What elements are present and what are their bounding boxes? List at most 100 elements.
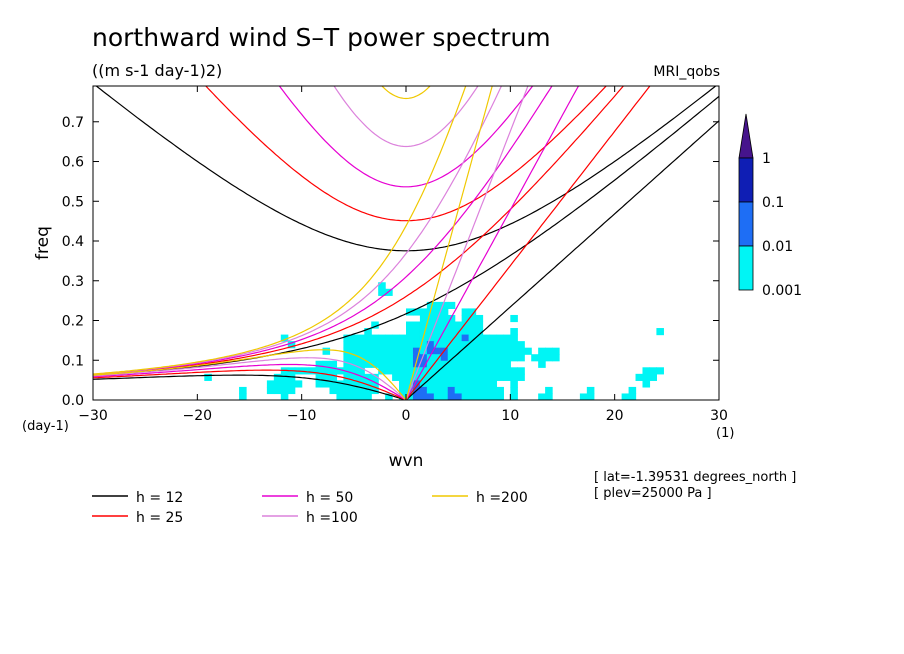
heat-cell bbox=[419, 328, 428, 336]
heat-cell bbox=[482, 373, 491, 381]
heat-cell bbox=[412, 373, 421, 381]
heat-cell bbox=[440, 328, 449, 336]
heat-cell bbox=[496, 393, 504, 400]
heat-cell bbox=[399, 341, 407, 349]
heat-cell bbox=[510, 334, 518, 342]
heat-cell bbox=[426, 301, 435, 310]
heat-cell bbox=[496, 354, 504, 362]
heat-cell bbox=[503, 334, 511, 342]
heat-cell bbox=[378, 288, 386, 296]
heat-cell bbox=[642, 367, 651, 375]
heat-cell bbox=[642, 373, 651, 381]
heat-cell bbox=[461, 393, 470, 400]
heat-cell bbox=[392, 367, 400, 375]
heat-cell bbox=[475, 334, 484, 342]
x-axis-label: wvn bbox=[389, 451, 424, 471]
colorbar-segment bbox=[738, 245, 754, 291]
heat-cell bbox=[545, 386, 553, 395]
heat-cell bbox=[412, 328, 421, 336]
heat-cell bbox=[294, 380, 303, 388]
heat-cell bbox=[468, 354, 477, 362]
x-tick-label: 20 bbox=[606, 408, 624, 424]
heat-cell bbox=[329, 360, 338, 368]
heat-cell bbox=[447, 354, 456, 362]
heat-cell bbox=[510, 354, 518, 362]
heat-cell bbox=[489, 373, 498, 381]
heat-cell bbox=[371, 360, 379, 368]
dispersion-curve bbox=[405, 86, 651, 400]
heat-cell bbox=[489, 354, 498, 362]
heat-cell bbox=[468, 341, 477, 349]
colorbar-arrow bbox=[738, 113, 754, 159]
heat-cell bbox=[586, 393, 595, 400]
heat-cell bbox=[496, 341, 504, 349]
heat-cell bbox=[440, 373, 449, 381]
heat-cell bbox=[447, 373, 456, 381]
heat-cell bbox=[461, 380, 470, 388]
heat-cell bbox=[350, 360, 358, 368]
heat-cell bbox=[322, 380, 331, 388]
heat-cell bbox=[419, 354, 428, 362]
heat-cell bbox=[586, 386, 595, 395]
heat-cell bbox=[475, 328, 484, 336]
dispersion-curve bbox=[93, 349, 407, 400]
heat-cell bbox=[364, 373, 372, 381]
heat-cell bbox=[371, 354, 379, 362]
heat-cell bbox=[475, 367, 484, 375]
heat-cell bbox=[454, 380, 463, 388]
heat-cell bbox=[399, 367, 407, 375]
y-axis-unit: (day-1) bbox=[22, 419, 69, 434]
heat-cell bbox=[406, 360, 414, 368]
heat-cell bbox=[426, 321, 435, 329]
heat-cell bbox=[301, 367, 310, 375]
heat-cell bbox=[385, 334, 393, 342]
dispersion-curve bbox=[381, 86, 431, 100]
heat-cell bbox=[461, 373, 470, 381]
heat-cell bbox=[357, 367, 365, 375]
heat-cell bbox=[440, 360, 449, 368]
dispersion-curve bbox=[405, 86, 580, 400]
heat-cell bbox=[322, 373, 331, 381]
heat-cell bbox=[406, 321, 414, 329]
heat-cell bbox=[642, 380, 651, 388]
heat-cell bbox=[406, 373, 414, 381]
heat-cell bbox=[489, 386, 498, 395]
legend: h = 12 h = 25 h = 50 h =100 h =200 bbox=[92, 490, 528, 526]
heat-cell bbox=[503, 347, 511, 355]
dispersion-curve bbox=[93, 369, 407, 400]
heat-cell bbox=[433, 380, 442, 388]
heat-cell bbox=[649, 373, 657, 381]
heat-cell bbox=[510, 367, 518, 375]
heat-cell bbox=[531, 354, 539, 362]
heat-cell bbox=[266, 386, 275, 395]
latitude-note: [ lat=-1.39531 degrees_north ] bbox=[594, 470, 796, 485]
heat-cell bbox=[461, 321, 470, 329]
heat-cell bbox=[426, 341, 435, 349]
dispersion-curve bbox=[205, 86, 607, 222]
heat-cell bbox=[350, 393, 358, 400]
heat-cell bbox=[322, 347, 331, 355]
heat-cell bbox=[419, 393, 428, 400]
legend-label: h =200 bbox=[476, 490, 528, 506]
heat-cell bbox=[371, 347, 379, 355]
heat-cell bbox=[454, 360, 463, 368]
heat-cell bbox=[412, 347, 421, 355]
heat-cell bbox=[468, 393, 477, 400]
heat-cell bbox=[239, 386, 247, 395]
heat-cell bbox=[378, 360, 386, 368]
heat-cell bbox=[440, 367, 449, 375]
heat-cell bbox=[419, 308, 428, 316]
heat-cell bbox=[433, 347, 442, 355]
heat-cell bbox=[273, 386, 282, 395]
heat-cell bbox=[350, 341, 358, 349]
heat-cell bbox=[385, 288, 393, 296]
heat-cell bbox=[482, 341, 491, 349]
heat-cell bbox=[343, 373, 351, 381]
legend-label: h = 12 bbox=[136, 490, 183, 506]
heat-cell bbox=[649, 367, 657, 375]
heat-cell bbox=[579, 393, 588, 400]
heat-cell bbox=[406, 328, 414, 336]
heat-cell bbox=[426, 347, 435, 355]
heat-cell bbox=[412, 354, 421, 362]
heat-cell bbox=[475, 321, 484, 329]
